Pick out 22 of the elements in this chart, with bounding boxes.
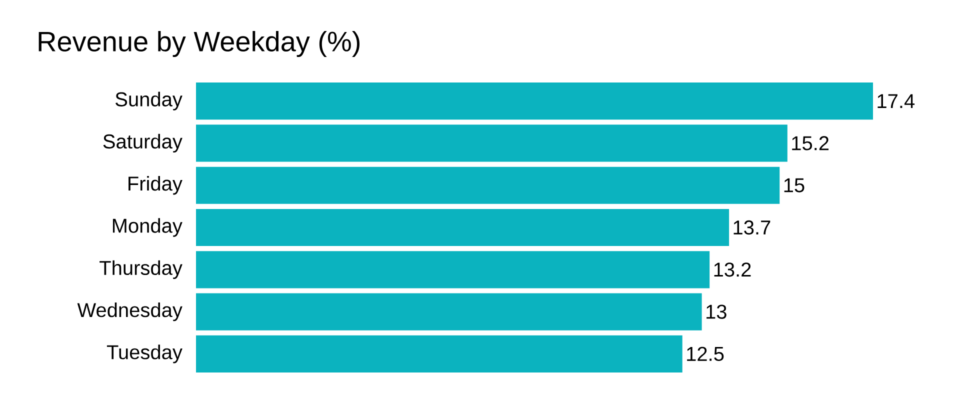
data-label: 15.2 xyxy=(792,136,829,150)
data-label: 13.7 xyxy=(734,220,770,235)
data-label: 15 xyxy=(784,178,804,192)
y-tick-label: Thursday xyxy=(100,260,182,279)
data-label: 12.5 xyxy=(687,346,724,362)
y-tick-label: Saturday xyxy=(103,134,182,153)
bar xyxy=(196,208,730,246)
data-label: 13.2 xyxy=(714,262,751,277)
bar xyxy=(196,166,780,204)
bar xyxy=(196,124,788,162)
data-label: 13 xyxy=(706,304,726,319)
y-tick-label: Sunday xyxy=(116,92,182,110)
bar xyxy=(196,82,874,120)
y-tick-label: Monday xyxy=(112,218,182,237)
chart-title: Revenue by Weekday (%) xyxy=(38,30,360,58)
bar xyxy=(196,251,710,288)
y-tick-label: Friday xyxy=(128,176,182,195)
y-tick-label: Wednesday xyxy=(77,302,182,322)
y-tick-label: Tuesday xyxy=(106,344,182,364)
bar xyxy=(196,293,702,330)
data-label: 17.4 xyxy=(878,94,915,108)
bar xyxy=(196,335,682,372)
